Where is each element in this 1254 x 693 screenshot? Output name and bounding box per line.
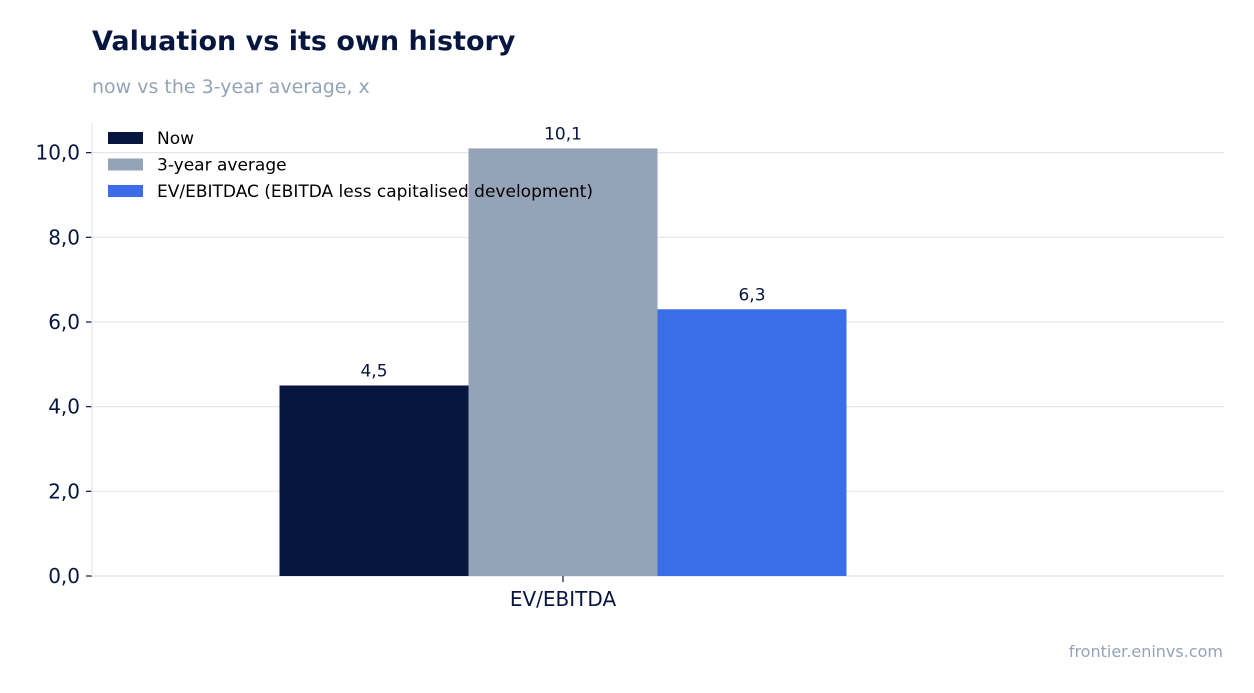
axes: 0,0 2,0 4,0 6,0 8,0 10,0 EV/EBITDA bbox=[35, 123, 1224, 611]
legend-swatch bbox=[108, 158, 143, 171]
x-tick-label: EV/EBITDA bbox=[510, 587, 617, 611]
y-tick-label: 2,0 bbox=[48, 479, 80, 503]
bars bbox=[279, 148, 847, 577]
data-labels: 4,5 10,1 6,3 bbox=[360, 124, 765, 381]
chart-subtitle: now vs the 3-year average, x bbox=[92, 76, 370, 98]
y-tick-label: 0,0 bbox=[48, 564, 80, 588]
y-tick-label: 10,0 bbox=[35, 141, 80, 165]
bar-3-year-average bbox=[468, 148, 658, 577]
legend-swatch bbox=[108, 185, 143, 197]
source-note: frontier.eninvs.com bbox=[1068, 642, 1223, 661]
data-label: 6,3 bbox=[738, 285, 765, 305]
y-tick-label: 6,0 bbox=[48, 310, 80, 334]
data-label: 10,1 bbox=[544, 124, 582, 144]
chart-title: Valuation vs its own history bbox=[92, 26, 516, 57]
legend-label: Now bbox=[157, 129, 194, 149]
legend-label: 3-year average bbox=[157, 156, 287, 176]
legend-swatch bbox=[108, 132, 143, 144]
legend-label: EV/EBITDAC (EBITDA less capitalised deve… bbox=[157, 182, 593, 202]
bar-ev-ebitdac-ebitda-less-capitalised-development bbox=[657, 309, 847, 576]
y-tick-label: 4,0 bbox=[48, 395, 80, 419]
bar-now bbox=[279, 385, 469, 576]
legend: Now 3-year average EV/EBITDAC (EBITDA less… bbox=[108, 129, 593, 202]
y-tick-label: 8,0 bbox=[48, 225, 80, 249]
data-label: 4,5 bbox=[360, 361, 387, 381]
